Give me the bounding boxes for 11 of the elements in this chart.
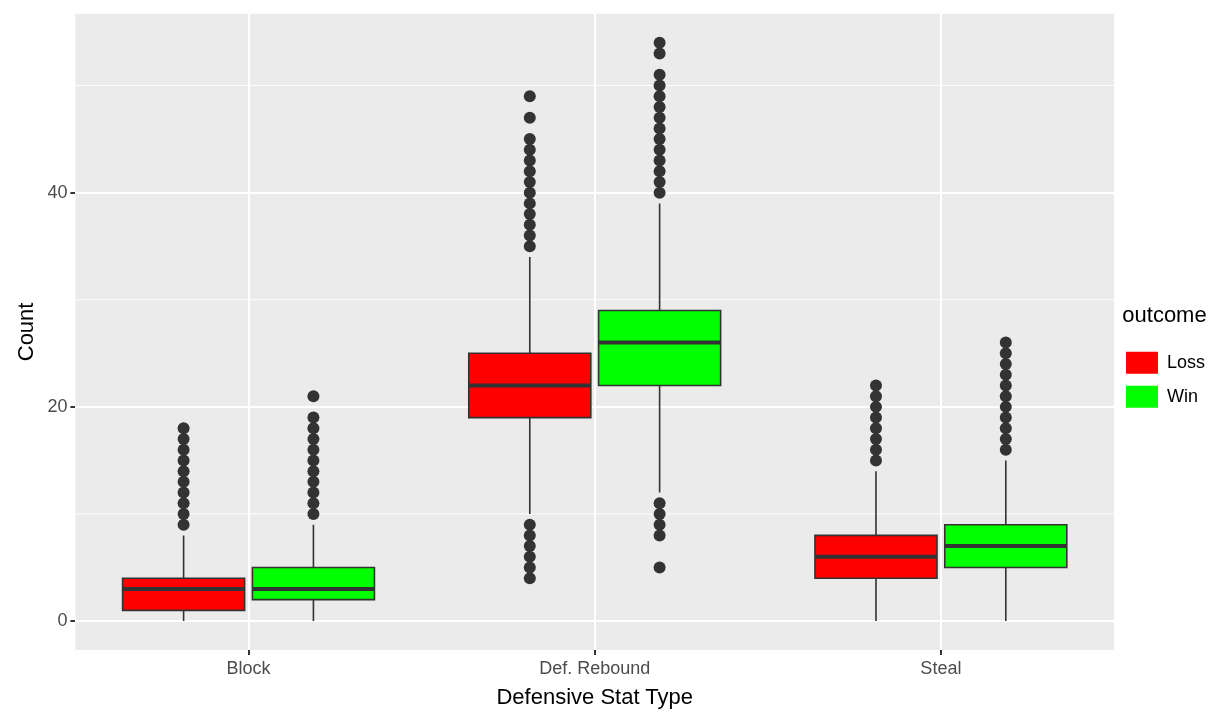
y-tick-label: 20 (47, 395, 68, 416)
y-tick-label: 0 (57, 610, 68, 631)
x-tick-label: Block (226, 657, 272, 678)
x-axis-title: Defensive Stat Type (496, 683, 693, 709)
legend-label: Loss (1166, 351, 1206, 372)
legend-label: Win (1166, 385, 1198, 406)
y-axis-title: Count (13, 302, 39, 362)
y-tick-label: 40 (47, 181, 68, 202)
x-tick-label: Def. Rebound (539, 657, 651, 678)
legend-title: outcome (1122, 302, 1207, 328)
x-tick-label: Steal (920, 657, 962, 678)
